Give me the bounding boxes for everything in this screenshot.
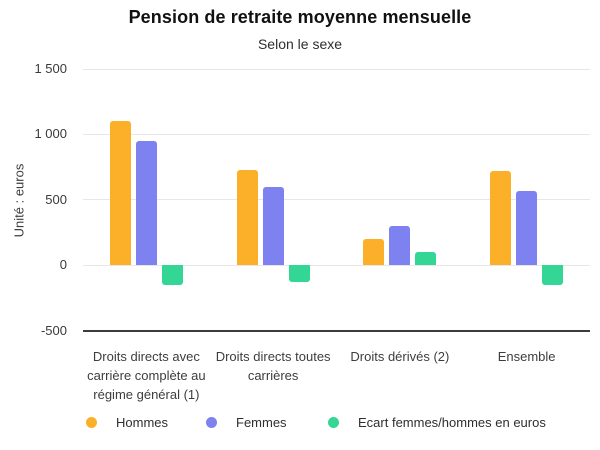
legend-item-femmes: Femmes bbox=[206, 414, 287, 430]
legend-item-ecart-femmes-hommes-en-euros: Ecart femmes/hommes en euros bbox=[328, 414, 546, 430]
bar-femmes-2 bbox=[389, 225, 411, 266]
gridline-1500 bbox=[83, 68, 590, 70]
chart-title: Pension de retraite moyenne mensuelle bbox=[128, 7, 472, 27]
x-axis-line bbox=[83, 329, 590, 332]
x-category-label-2: Droits dérivés (2) bbox=[350, 349, 450, 364]
chart-subtitle: Selon le sexe bbox=[257, 36, 343, 52]
y-tick-label-1500: 1 500 bbox=[34, 61, 67, 76]
gridline-0 bbox=[83, 264, 590, 266]
bar-hommes-3 bbox=[490, 170, 512, 266]
bar-femmes-0 bbox=[135, 140, 157, 266]
x-category-label-1: Droits directs toutes carrières bbox=[215, 349, 331, 383]
bar-hommes-1 bbox=[236, 169, 258, 266]
legend-label: Femmes bbox=[236, 414, 287, 430]
y-tick-label-0: 0 bbox=[59, 257, 67, 273]
legend-dot-icon bbox=[86, 416, 97, 428]
legend-label: Ecart femmes/hommes en euros bbox=[358, 414, 546, 430]
gridline-1000 bbox=[83, 133, 590, 135]
bar-ecart-femmes-hommes-en-euros-3 bbox=[542, 265, 564, 285]
bar-hommes-0 bbox=[109, 121, 131, 266]
bar-hommes-2 bbox=[363, 238, 385, 266]
legend-item-hommes: Hommes bbox=[86, 414, 168, 430]
y-tick-label--500: -500 bbox=[40, 322, 67, 338]
legend-label: Hommes bbox=[116, 414, 169, 430]
bar-femmes-3 bbox=[516, 190, 538, 266]
y-tick-label-500: 500 bbox=[45, 191, 67, 207]
legend-dot-icon bbox=[328, 416, 339, 428]
legend-dot-icon bbox=[206, 416, 217, 428]
bar-ecart-femmes-hommes-en-euros-0 bbox=[161, 265, 183, 285]
bar-femmes-1 bbox=[262, 186, 284, 266]
bar-ecart-femmes-hommes-en-euros-1 bbox=[288, 265, 310, 283]
bar-ecart-femmes-hommes-en-euros-2 bbox=[415, 252, 437, 266]
y-tick-label-1000: 1 000 bbox=[34, 126, 67, 142]
gridline-500 bbox=[83, 199, 590, 201]
x-category-label-3: Ensemble bbox=[497, 349, 556, 364]
x-category-label-0: Droits directs avec carrière complète au… bbox=[87, 349, 206, 402]
